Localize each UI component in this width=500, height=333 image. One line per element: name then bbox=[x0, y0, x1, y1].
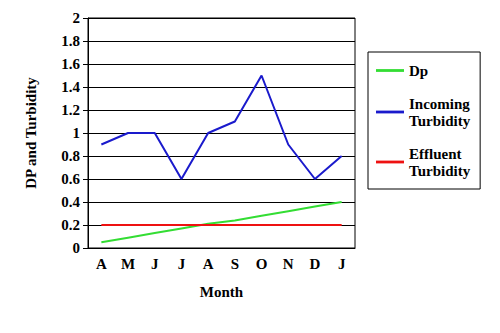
svg-text:D: D bbox=[310, 256, 321, 272]
svg-text:1.2: 1.2 bbox=[61, 102, 80, 118]
svg-text:1.8: 1.8 bbox=[61, 33, 80, 49]
svg-text:DP and Turbidity: DP and Turbidity bbox=[23, 77, 39, 189]
svg-text:0.6: 0.6 bbox=[61, 171, 80, 187]
svg-text:0.8: 0.8 bbox=[61, 148, 80, 164]
svg-text:1: 1 bbox=[73, 125, 81, 141]
svg-text:J: J bbox=[151, 256, 159, 272]
svg-text:0.2: 0.2 bbox=[61, 217, 80, 233]
svg-text:2: 2 bbox=[73, 10, 81, 26]
svg-text:0: 0 bbox=[73, 240, 81, 256]
svg-text:Month: Month bbox=[200, 284, 244, 300]
svg-text:Incoming: Incoming bbox=[409, 96, 470, 112]
svg-text:M: M bbox=[121, 256, 135, 272]
svg-text:1.4: 1.4 bbox=[61, 79, 80, 95]
svg-text:1.6: 1.6 bbox=[61, 56, 80, 72]
svg-text:S: S bbox=[231, 256, 239, 272]
svg-text:J: J bbox=[338, 256, 346, 272]
svg-text:Effluent: Effluent bbox=[409, 146, 462, 162]
svg-text:A: A bbox=[203, 256, 214, 272]
svg-text:J: J bbox=[178, 256, 186, 272]
svg-text:Turbidity: Turbidity bbox=[409, 113, 471, 129]
svg-text:Dp: Dp bbox=[409, 63, 428, 79]
svg-text:O: O bbox=[256, 256, 268, 272]
svg-text:0.4: 0.4 bbox=[61, 194, 80, 210]
svg-text:N: N bbox=[283, 256, 294, 272]
svg-text:A: A bbox=[96, 256, 107, 272]
svg-text:Turbidity: Turbidity bbox=[409, 163, 471, 179]
